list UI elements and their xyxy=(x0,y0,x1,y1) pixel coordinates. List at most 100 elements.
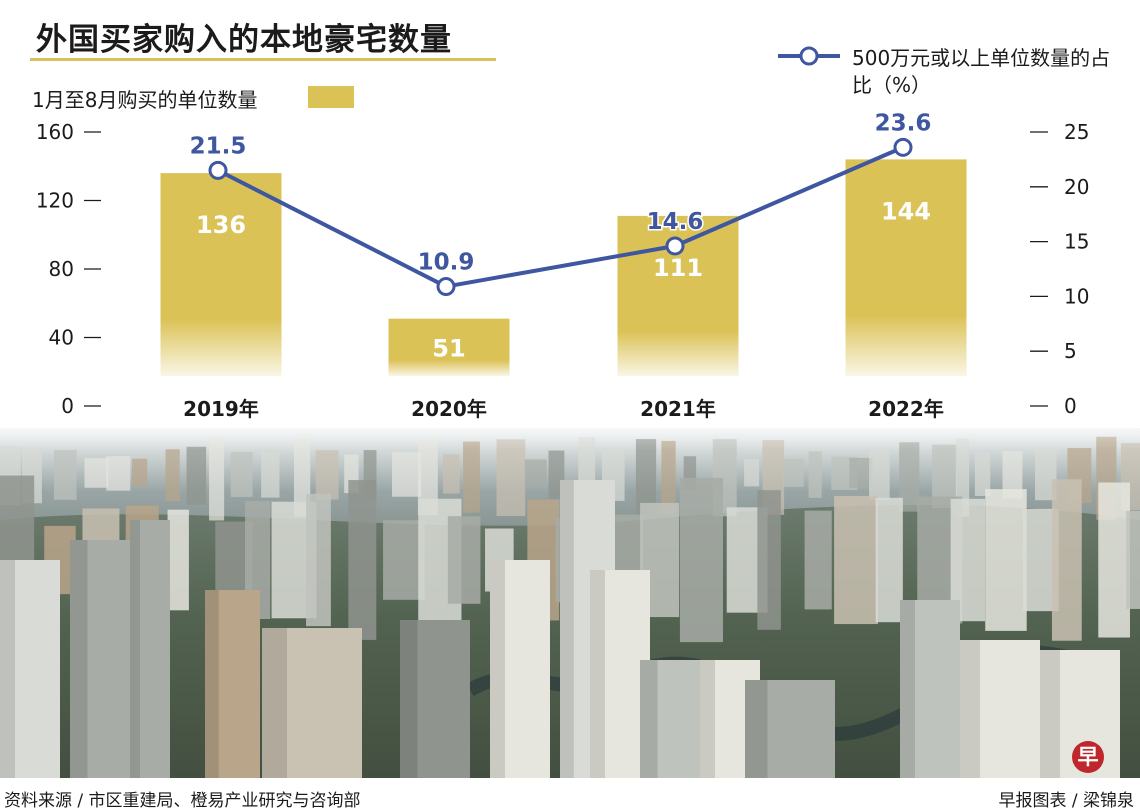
mid-building xyxy=(804,510,832,610)
distant-building xyxy=(635,439,657,517)
foreground-tower xyxy=(900,600,960,778)
line-point xyxy=(436,277,456,297)
city-photo xyxy=(0,380,1140,811)
footer-strip xyxy=(0,778,1140,811)
left-tick-label: 160 xyxy=(36,120,74,144)
bar-value-label: 144 xyxy=(881,197,931,225)
right-axis: 0 5 10 15 20 25 xyxy=(1030,120,1089,418)
distant-building xyxy=(661,440,676,514)
distant-building xyxy=(391,452,422,497)
mid-building xyxy=(985,489,1027,631)
left-tick-label: 120 xyxy=(36,189,74,213)
photo-top-fade xyxy=(0,380,1140,450)
bar xyxy=(388,318,510,376)
tower-shade xyxy=(590,570,605,778)
foreground-tower xyxy=(0,560,60,780)
mid-building xyxy=(757,490,781,630)
bar-value-label: 111 xyxy=(653,254,703,282)
tower-shade xyxy=(400,620,418,778)
x-axis: 2019年 2020年 2021年 2022年 xyxy=(183,397,944,421)
left-axis: 0 40 80 120 160 xyxy=(36,120,101,418)
distant-building xyxy=(106,456,131,491)
bar-value-label: 136 xyxy=(196,211,246,239)
bar xyxy=(845,159,967,376)
foreground-tower xyxy=(262,628,362,778)
right-tick-label: 25 xyxy=(1064,120,1089,144)
zaobao-logo: 早 xyxy=(1072,741,1104,773)
right-tick-label: 15 xyxy=(1064,230,1089,254)
distant-building xyxy=(53,450,77,500)
tower-shade xyxy=(745,680,768,778)
distant-building xyxy=(782,458,804,487)
right-tick-label: 20 xyxy=(1064,175,1089,199)
left-tick-label: 40 xyxy=(49,326,74,350)
mid-building xyxy=(1126,511,1140,609)
series-line xyxy=(217,145,904,289)
distant-building xyxy=(230,452,253,497)
distant-building xyxy=(132,458,148,487)
line-value-label: 23.6 xyxy=(875,110,932,136)
foreground-tower xyxy=(70,540,140,778)
mid-building xyxy=(348,480,377,640)
line-point xyxy=(665,236,685,256)
distant-building xyxy=(165,449,180,501)
credit-note: 早报图表 / 梁锦泉 xyxy=(998,791,1134,811)
mid-building xyxy=(679,477,723,643)
tower-shade xyxy=(262,628,287,778)
source-note: 资料来源 / 市区重建局、橙易产业研究与咨询部 xyxy=(4,791,361,811)
chart-title: 外国买家购入的本地豪宅数量 xyxy=(36,22,452,58)
line-legend-label: 500万元或以上单位数量的占比（%） xyxy=(852,46,1111,97)
mid-building xyxy=(447,516,481,604)
distant-building xyxy=(442,454,460,494)
line-value-label: 21.5 xyxy=(190,133,247,159)
foreground-tower xyxy=(490,560,550,778)
distant-building xyxy=(744,459,760,487)
right-tick-label: 10 xyxy=(1064,284,1089,308)
x-tick-label: 2019年 xyxy=(183,397,259,421)
mid-building xyxy=(875,497,903,623)
left-tick-label: 80 xyxy=(49,257,74,281)
legend-point xyxy=(799,46,819,66)
distant-building xyxy=(84,458,109,488)
distant-building xyxy=(808,451,822,498)
tower-shade xyxy=(560,480,574,778)
tower-shade xyxy=(70,540,88,778)
line-point xyxy=(208,160,228,180)
tower-shade xyxy=(205,590,219,778)
title-underline xyxy=(30,58,496,61)
mid-building xyxy=(306,493,331,627)
tower-shade xyxy=(130,520,140,778)
right-tick-label: 5 xyxy=(1064,339,1077,363)
foreground-tower xyxy=(745,680,835,778)
distant-building xyxy=(463,441,480,513)
distant-building xyxy=(261,451,280,498)
line-legend-marker xyxy=(778,46,840,66)
bar-value-label: 51 xyxy=(432,335,465,363)
foreground-tower xyxy=(130,520,170,778)
distant-building xyxy=(417,439,438,516)
x-tick-label: 2020年 xyxy=(411,397,487,421)
foreground-tower xyxy=(400,620,470,778)
distant-building xyxy=(209,436,225,521)
bar xyxy=(160,173,282,376)
distant-building xyxy=(186,446,207,505)
distant-building xyxy=(849,457,873,489)
foreground-tower xyxy=(205,590,260,778)
mid-building xyxy=(834,495,879,625)
distant-building xyxy=(1035,449,1057,501)
bar-legend-label: 1月至8月购买的单位数量 xyxy=(32,88,258,112)
tower-shade xyxy=(640,660,658,778)
right-tick-label: 0 xyxy=(1064,394,1077,418)
distant-building xyxy=(1002,450,1023,499)
x-tick-label: 2021年 xyxy=(640,397,716,421)
line-series: 21.5 10.9 14.6 23.6 xyxy=(188,109,933,297)
mid-building xyxy=(1051,479,1082,641)
tower-shade xyxy=(1040,650,1060,778)
mid-building xyxy=(383,520,425,600)
left-tick-label: 0 xyxy=(61,394,74,418)
mid-building xyxy=(167,509,189,611)
bar-legend-swatch xyxy=(308,86,354,108)
mid-building xyxy=(1098,482,1130,638)
